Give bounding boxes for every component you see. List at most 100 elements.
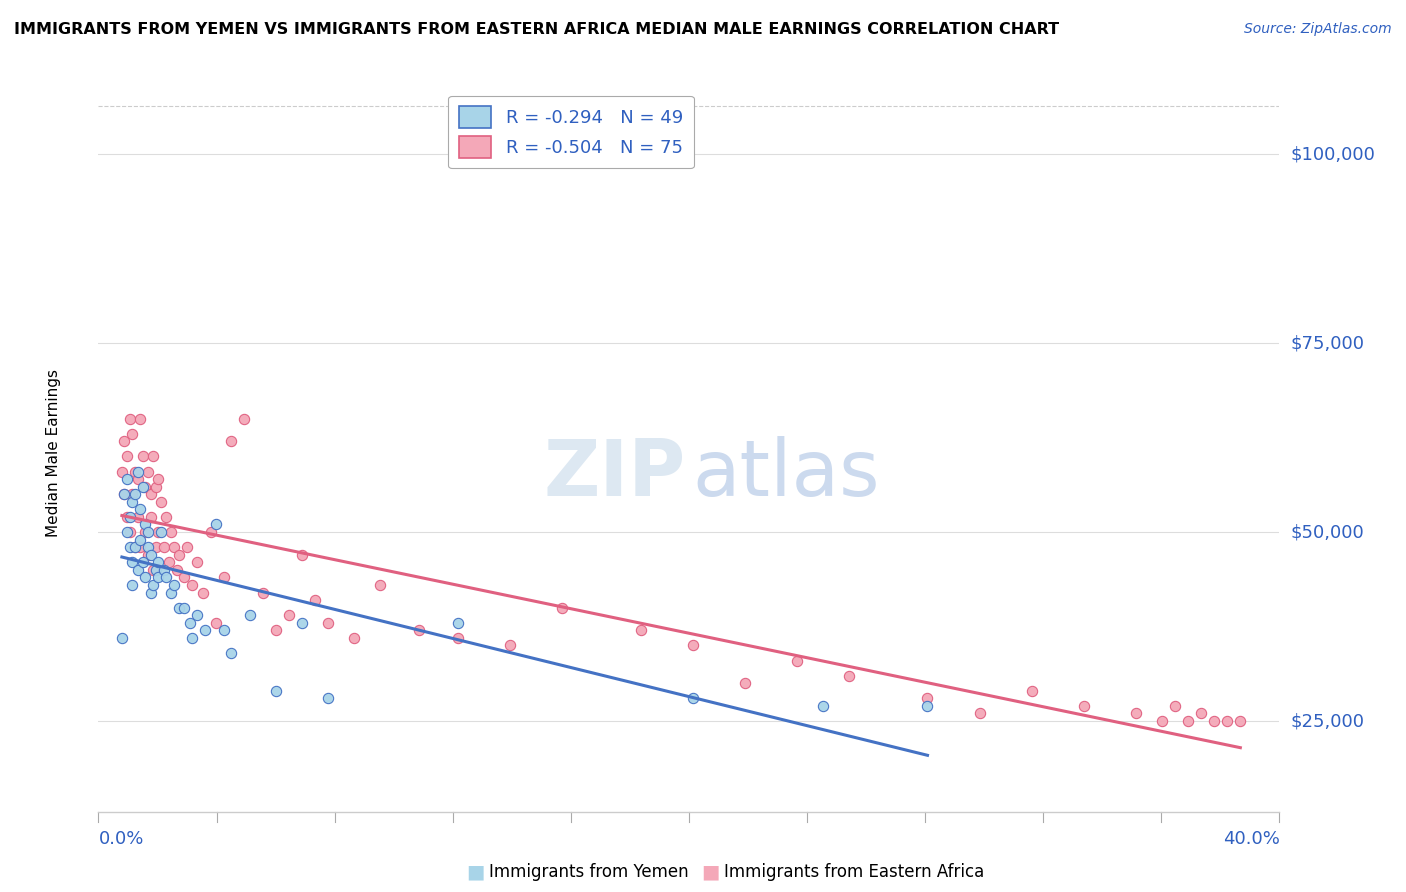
Point	[121, 555, 143, 569]
Point	[124, 465, 146, 479]
Point	[239, 608, 262, 623]
Point	[111, 631, 134, 645]
Text: $25,000: $25,000	[1291, 712, 1365, 730]
Point	[145, 540, 167, 554]
Point	[132, 480, 155, 494]
Point	[163, 540, 186, 554]
Point	[148, 524, 170, 539]
Point	[204, 615, 226, 630]
Point	[212, 624, 235, 638]
Point	[134, 517, 156, 532]
Point	[139, 487, 162, 501]
Point	[134, 480, 156, 494]
Point	[221, 434, 243, 449]
Point	[811, 698, 834, 713]
Point	[139, 548, 162, 562]
Point	[630, 624, 652, 638]
Point	[129, 533, 152, 547]
Point	[114, 487, 136, 501]
Point	[129, 411, 152, 425]
Text: $100,000: $100,000	[1291, 145, 1375, 163]
Text: ZIP: ZIP	[543, 436, 685, 512]
Point	[118, 540, 141, 554]
Point	[277, 608, 299, 623]
Point	[167, 600, 190, 615]
Point	[121, 426, 143, 441]
Point	[148, 555, 170, 569]
Point	[132, 450, 155, 464]
Point	[1073, 698, 1095, 713]
Point	[121, 495, 143, 509]
Point	[316, 691, 339, 706]
Point	[204, 517, 226, 532]
Point	[173, 570, 195, 584]
Point	[118, 524, 141, 539]
Point	[343, 631, 366, 645]
Point	[157, 555, 180, 569]
Text: ■: ■	[700, 863, 720, 882]
Point	[155, 510, 177, 524]
Text: $50,000: $50,000	[1291, 523, 1364, 541]
Point	[682, 691, 704, 706]
Point	[150, 524, 173, 539]
Point	[142, 563, 165, 577]
Point	[1229, 714, 1251, 728]
Point	[304, 593, 326, 607]
Point	[368, 578, 391, 592]
Legend: R = -0.294   N = 49, R = -0.504   N = 75: R = -0.294 N = 49, R = -0.504 N = 75	[449, 95, 693, 169]
Point	[115, 450, 138, 464]
Point	[148, 472, 170, 486]
Point	[186, 608, 208, 623]
Point	[163, 578, 186, 592]
Point	[152, 540, 174, 554]
Point	[114, 434, 136, 449]
Point	[1216, 714, 1239, 728]
Point	[114, 487, 136, 501]
Point	[176, 540, 198, 554]
Point	[1152, 714, 1174, 728]
Point	[139, 585, 162, 599]
Point	[551, 600, 574, 615]
Point	[264, 683, 287, 698]
Point	[160, 585, 183, 599]
Point	[1177, 714, 1199, 728]
Text: 40.0%: 40.0%	[1223, 830, 1279, 848]
Text: $75,000: $75,000	[1291, 334, 1365, 352]
Point	[124, 540, 146, 554]
Point	[132, 555, 155, 569]
Point	[142, 578, 165, 592]
Point	[136, 524, 159, 539]
Point	[499, 639, 522, 653]
Point	[179, 615, 201, 630]
Point	[127, 563, 149, 577]
Text: ■: ■	[465, 863, 485, 882]
Point	[160, 524, 183, 539]
Point	[917, 698, 939, 713]
Point	[129, 502, 152, 516]
Point	[221, 646, 243, 660]
Point	[1189, 706, 1212, 721]
Point	[969, 706, 991, 721]
Point	[167, 548, 190, 562]
Point	[786, 654, 808, 668]
Point	[127, 510, 149, 524]
Text: IMMIGRANTS FROM YEMEN VS IMMIGRANTS FROM EASTERN AFRICA MEDIAN MALE EARNINGS COR: IMMIGRANTS FROM YEMEN VS IMMIGRANTS FROM…	[14, 22, 1059, 37]
Point	[136, 548, 159, 562]
Point	[291, 615, 314, 630]
Point	[682, 639, 704, 653]
Point	[124, 487, 146, 501]
Point	[127, 472, 149, 486]
Point	[186, 555, 208, 569]
Point	[155, 570, 177, 584]
Point	[166, 563, 188, 577]
Point	[233, 411, 256, 425]
Point	[1125, 706, 1147, 721]
Text: Immigrants from Yemen: Immigrants from Yemen	[489, 863, 689, 881]
Point	[734, 676, 756, 690]
Point	[111, 465, 134, 479]
Point	[129, 540, 152, 554]
Point	[264, 624, 287, 638]
Point	[142, 450, 165, 464]
Point	[136, 465, 159, 479]
Text: Immigrants from Eastern Africa: Immigrants from Eastern Africa	[724, 863, 984, 881]
